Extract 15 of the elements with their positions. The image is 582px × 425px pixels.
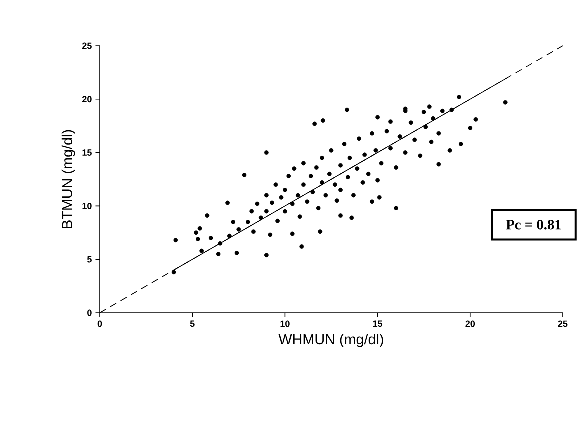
x-axis-title: WHMUN (mg/dl)	[278, 334, 384, 348]
x-tick-label: 10	[280, 320, 290, 328]
y-tick-label: 10	[82, 203, 92, 210]
x-tick-label: 0	[98, 320, 102, 328]
annotation: Pc = 0.81	[506, 220, 562, 230]
y-tick-label: 25	[82, 42, 92, 50]
x-tick-label: 25	[558, 320, 568, 328]
y-tick-label: 15	[82, 150, 92, 156]
x-tick-label: 15	[373, 320, 383, 328]
y-tick-label: 5	[87, 256, 92, 263]
y-tick-label: 20	[82, 96, 92, 103]
y-axis-title: BTMUN (mg/dl)	[62, 130, 76, 228]
y-tick-label: 0	[88, 310, 92, 316]
x-tick-label: 20	[466, 320, 476, 328]
x-tick-label: 5	[190, 320, 195, 328]
